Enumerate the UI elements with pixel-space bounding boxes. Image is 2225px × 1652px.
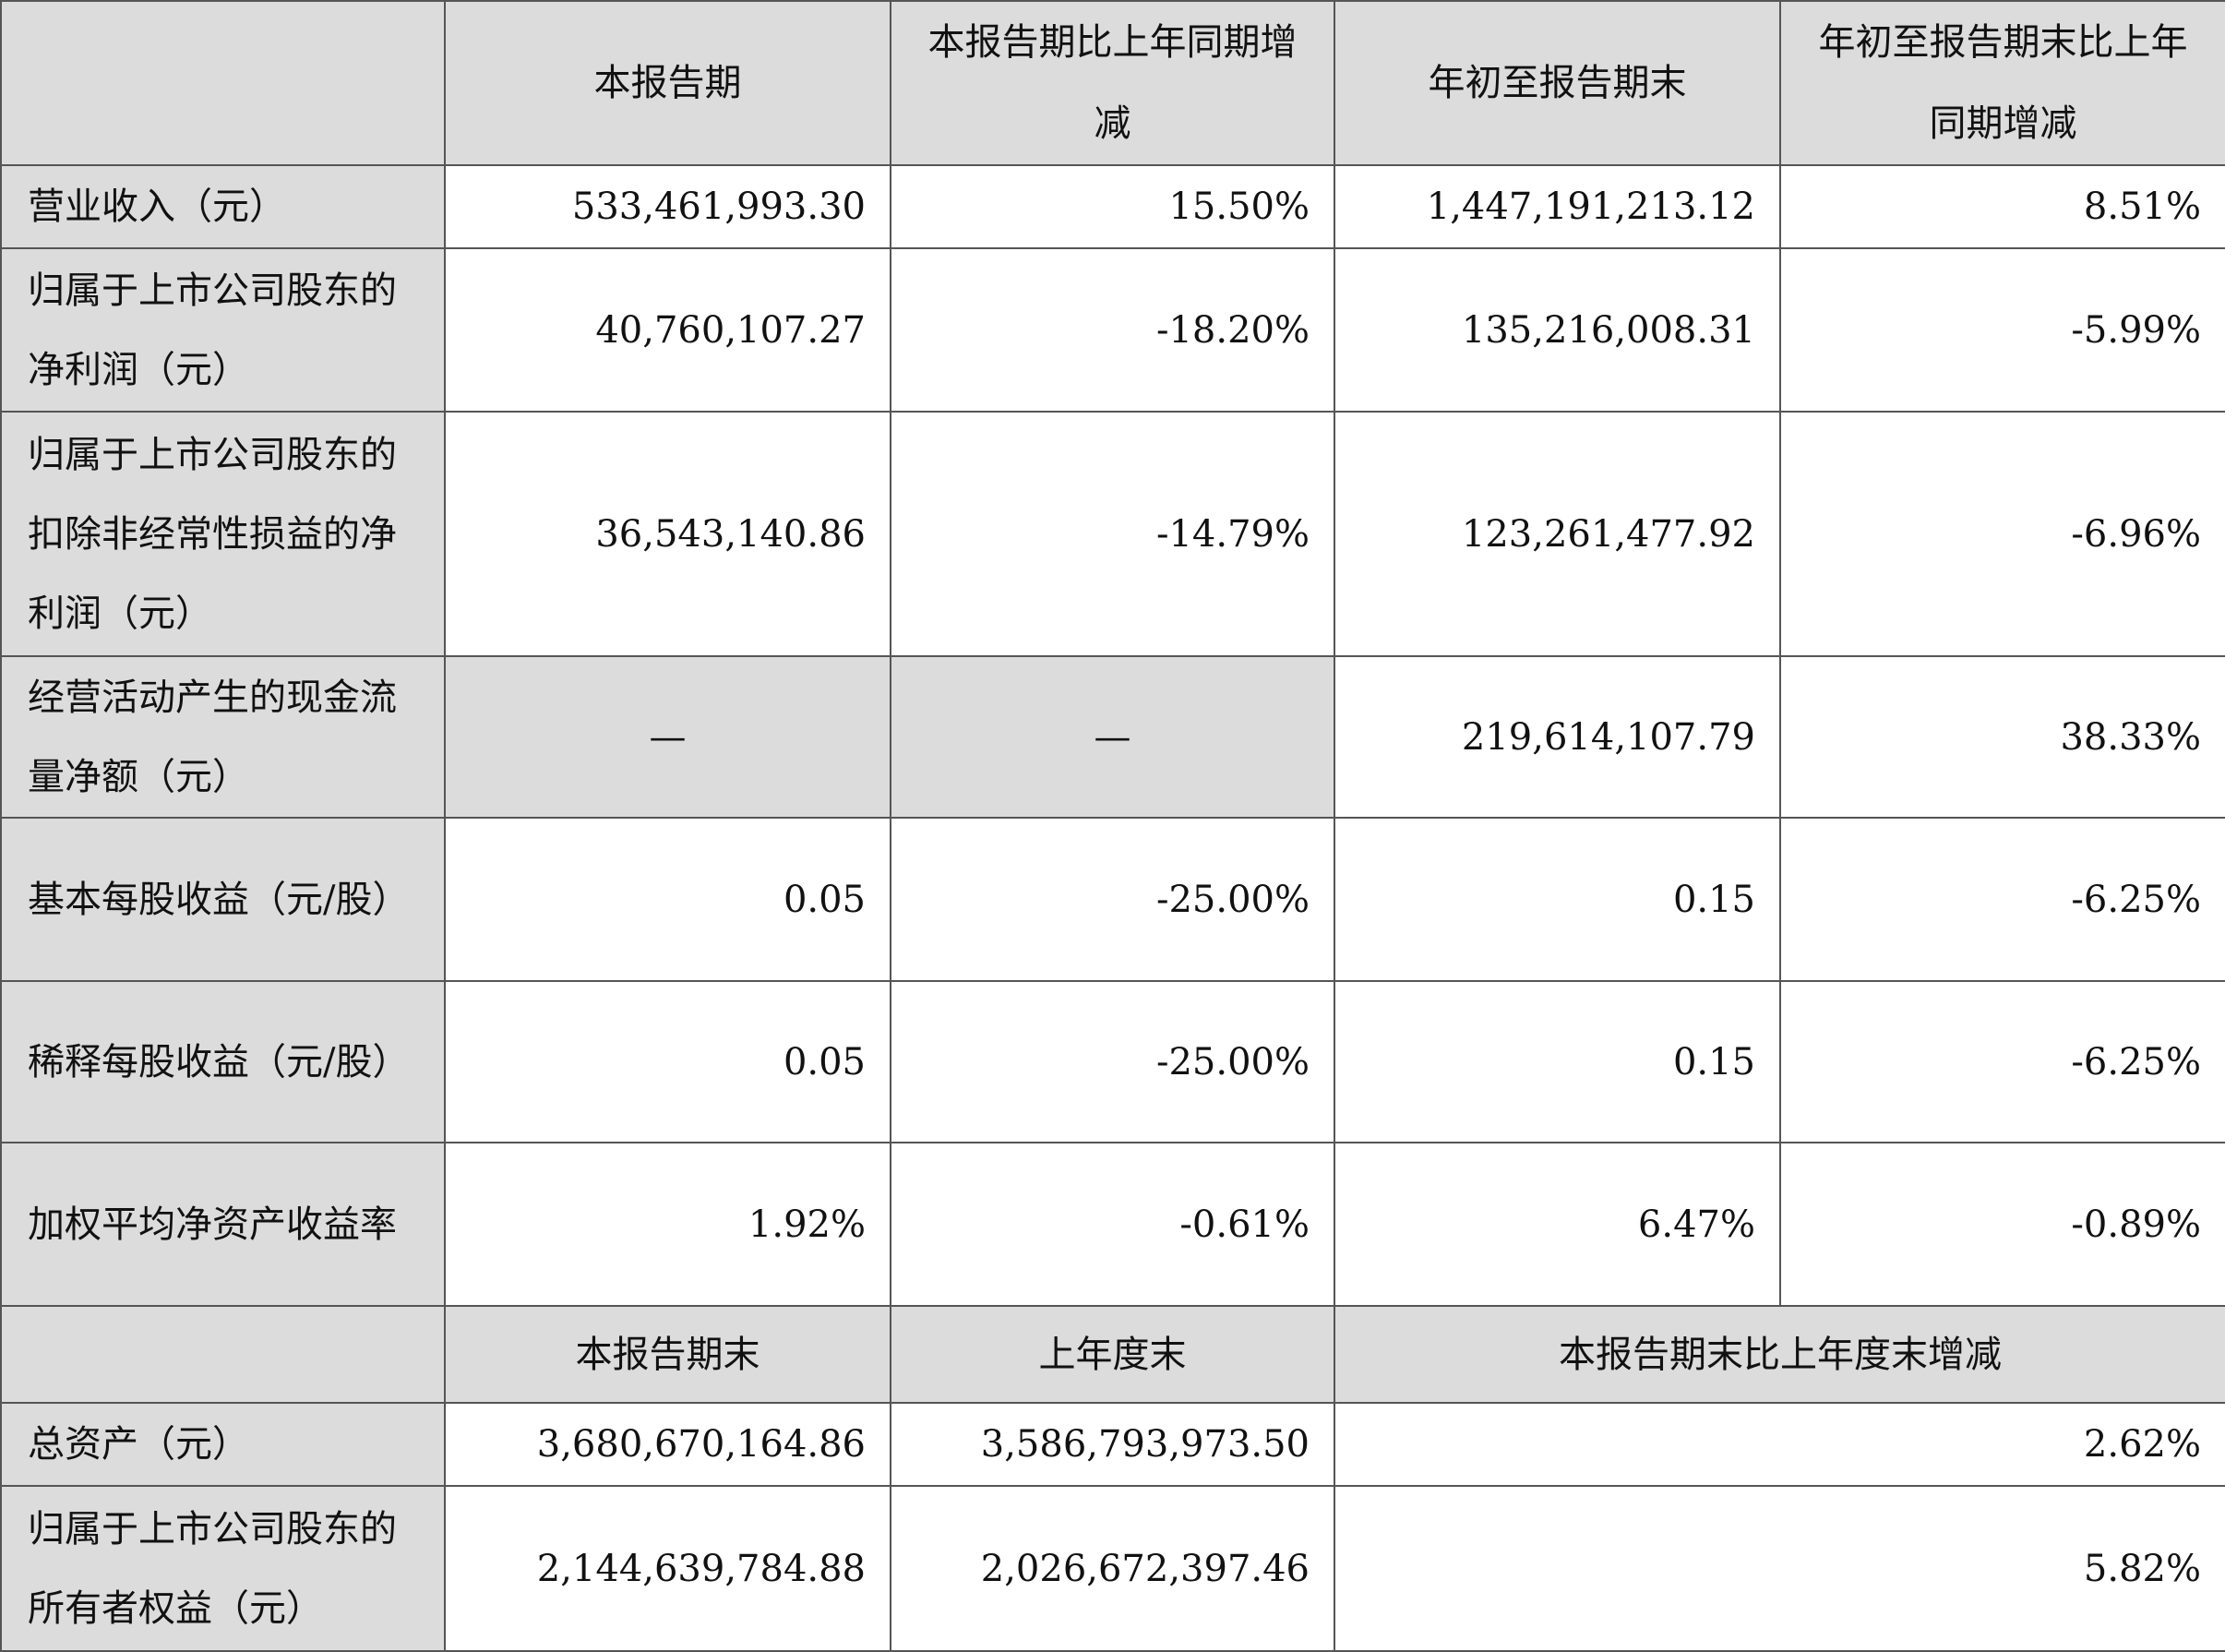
row-label: 归属于上市公司股东的净利润（元） [0,247,446,413]
cell: — [890,655,1335,819]
header2-change: 本报告期末比上年度末增减 [1334,1305,2225,1404]
row-label: 基本每股收益（元/股） [0,817,446,982]
cell: 3,680,670,164.86 [444,1402,891,1487]
table-row: 归属于上市公司股东的所有者权益（元） 2,144,639,784.88 2,02… [0,1485,2225,1652]
cell: 15.50% [890,164,1335,249]
table-row: 加权平均净资产收益率 1.92% -0.61% 6.47% -0.89% [0,1142,2225,1307]
cell: 0.05 [444,817,891,982]
table-row: 稀释每股收益（元/股） 0.05 -25.00% 0.15 -6.25% [0,980,2225,1143]
cell: 123,261,477.92 [1334,411,1781,657]
cell: 2,026,672,397.46 [890,1485,1335,1652]
header-row: 本报告期 本报告期比上年同期增减 年初至报告期末 年初至报告期末比上年同期增减 [0,0,2225,166]
cell: -6.25% [1779,817,2225,982]
header-current-change: 本报告期比上年同期增减 [890,0,1335,166]
cell: -6.25% [1779,980,2225,1143]
cell: -5.99% [1779,247,2225,413]
cell: -25.00% [890,980,1335,1143]
cell: 3,586,793,973.50 [890,1402,1335,1487]
header2-blank [0,1305,446,1404]
cell: — [444,655,891,819]
cell: 0.15 [1334,817,1781,982]
cell: 0.15 [1334,980,1781,1143]
header-blank [0,0,446,166]
row-label: 稀释每股收益（元/股） [0,980,446,1143]
table-row: 基本每股收益（元/股） 0.05 -25.00% 0.15 -6.25% [0,817,2225,982]
cell: 5.82% [1334,1485,2225,1652]
row-label: 营业收入（元） [0,164,446,249]
row-label: 经营活动产生的现金流量净额（元） [0,655,446,819]
cell: 1.92% [444,1142,891,1307]
table-row: 归属于上市公司股东的扣除非经常性损益的净利润（元） 36,543,140.86 … [0,411,2225,657]
table-row: 归属于上市公司股东的净利润（元） 40,760,107.27 -18.20% 1… [0,247,2225,413]
cell: 219,614,107.79 [1334,655,1781,819]
cell: -25.00% [890,817,1335,982]
header-ytd: 年初至报告期末 [1334,0,1781,166]
cell: -0.61% [890,1142,1335,1307]
cell: -18.20% [890,247,1335,413]
cell: -0.89% [1779,1142,2225,1307]
cell: 36,543,140.86 [444,411,891,657]
row-label: 总资产（元） [0,1402,446,1487]
cell: 135,216,008.31 [1334,247,1781,413]
cell: 8.51% [1779,164,2225,249]
table-row: 营业收入（元） 533,461,993.30 15.50% 1,447,191,… [0,164,2225,249]
cell: -6.96% [1779,411,2225,657]
cell: 2,144,639,784.88 [444,1485,891,1652]
cell: 6.47% [1334,1142,1781,1307]
table-row: 经营活动产生的现金流量净额（元） — — 219,614,107.79 38.3… [0,655,2225,819]
row-label: 归属于上市公司股东的扣除非经常性损益的净利润（元） [0,411,446,657]
cell: 0.05 [444,980,891,1143]
cell: 40,760,107.27 [444,247,891,413]
header2-prior-year-end: 上年度末 [890,1305,1335,1404]
row-label: 归属于上市公司股东的所有者权益（元） [0,1485,446,1652]
cell: -14.79% [890,411,1335,657]
cell: 2.62% [1334,1402,2225,1487]
header2-period-end: 本报告期末 [444,1305,891,1404]
row-label: 加权平均净资产收益率 [0,1142,446,1307]
cell: 533,461,993.30 [444,164,891,249]
cell: 1,447,191,213.12 [1334,164,1781,249]
cell: 38.33% [1779,655,2225,819]
header-row-2: 本报告期末 上年度末 本报告期末比上年度末增减 [0,1305,2225,1404]
header-ytd-change: 年初至报告期末比上年同期增减 [1779,0,2225,166]
table-row: 总资产（元） 3,680,670,164.86 3,586,793,973.50… [0,1402,2225,1487]
header-current-period: 本报告期 [444,0,891,166]
